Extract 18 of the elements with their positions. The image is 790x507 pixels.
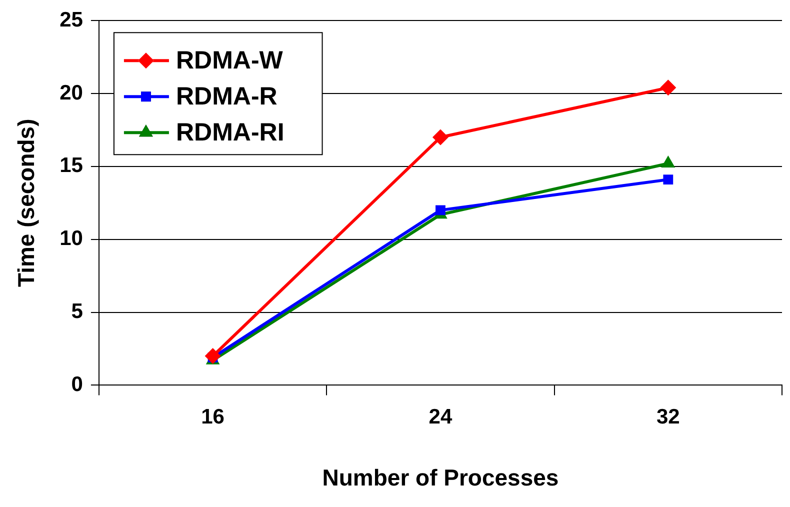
y-axis-title: Time (seconds)	[13, 118, 40, 288]
x-tick-label: 16	[201, 406, 224, 429]
x-tick-label: 24	[428, 406, 452, 429]
legend-label: RDMA-RI	[176, 118, 284, 146]
legend-label: RDMA-W	[176, 46, 284, 74]
point	[663, 174, 674, 185]
x-axis-title: Number of Processes	[322, 464, 559, 491]
y-tick-label: 10	[60, 227, 83, 250]
y-tick-label: 15	[60, 154, 84, 178]
y-tick-label: 0	[71, 372, 83, 396]
y-tick-label: 20	[60, 81, 83, 104]
y-tick-label: 25	[60, 8, 84, 32]
y-tick-label: 5	[71, 300, 84, 324]
point	[432, 129, 448, 146]
legend-label: RDMA-R	[176, 82, 278, 110]
point	[436, 205, 446, 216]
point	[660, 80, 676, 96]
x-tick-label: 32	[656, 406, 680, 429]
